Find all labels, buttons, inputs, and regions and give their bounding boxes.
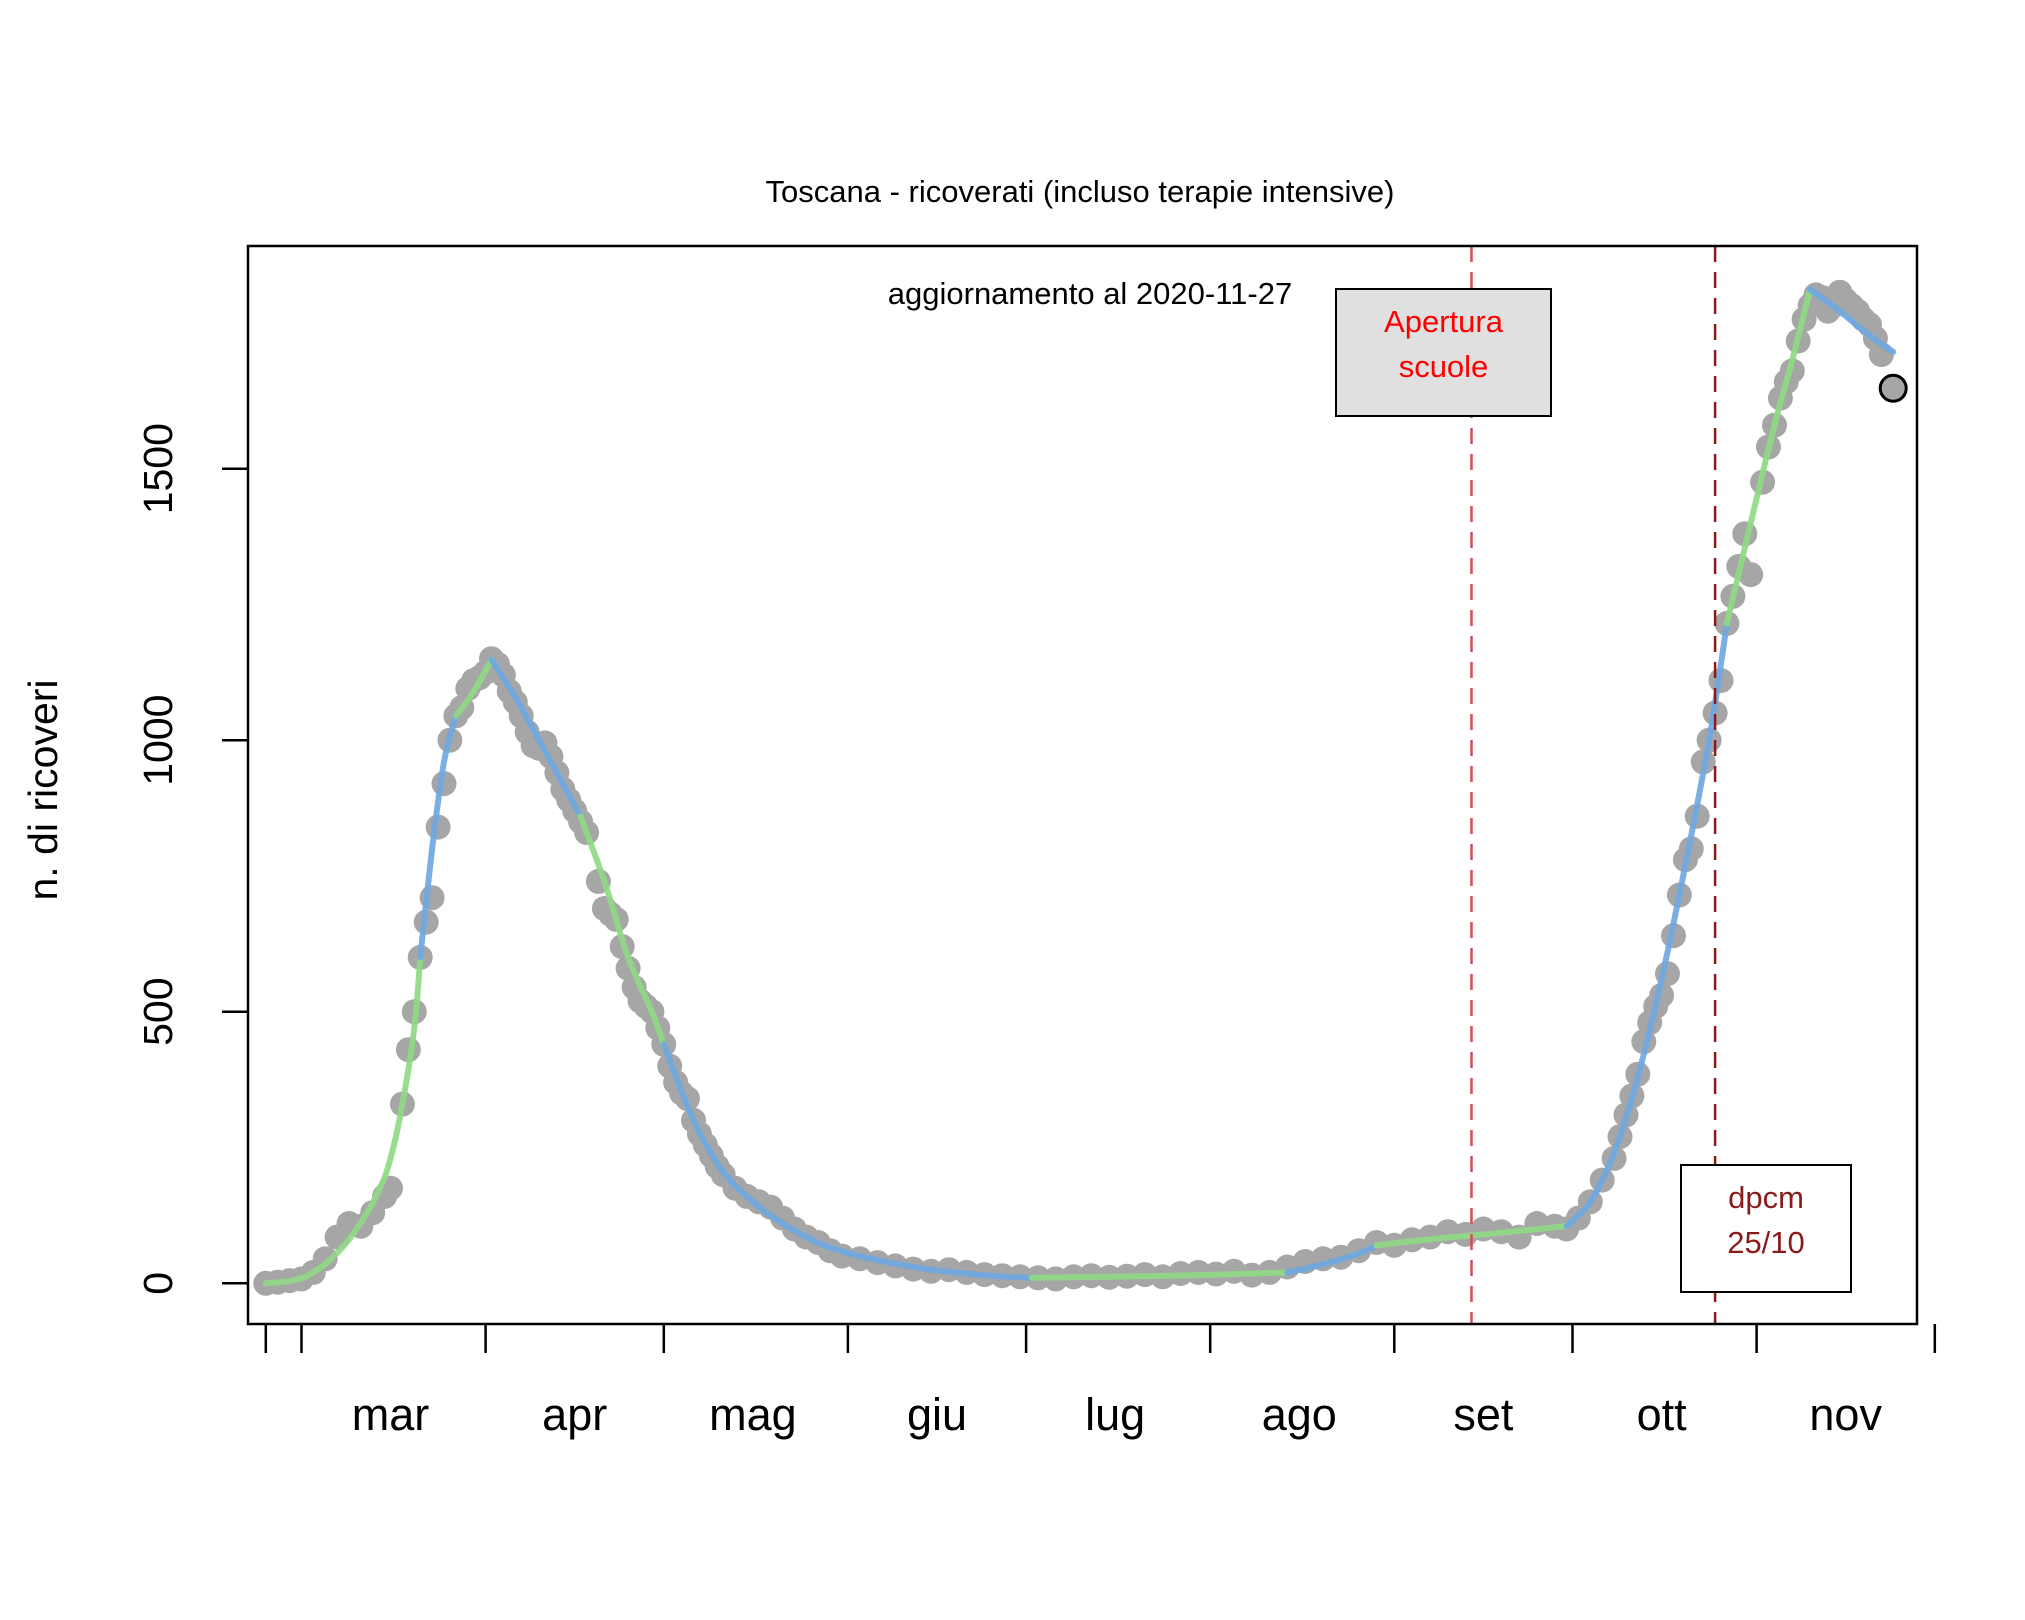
x-tick-label: mar [352, 1389, 430, 1440]
y-axis-label: n. di ricoveri [20, 679, 66, 900]
x-tick-label: mag [709, 1389, 797, 1440]
annotation-text: scuole [1399, 349, 1489, 384]
annotation-box [1335, 288, 1552, 417]
fit-line-segment [262, 954, 424, 1287]
chart-title: Toscana - ricoverati (incluso terapie in… [766, 174, 1395, 209]
y-tick-label: 1500 [135, 423, 181, 514]
y-tick-label: 500 [135, 977, 181, 1045]
latest-data-point [1878, 373, 1908, 403]
fit-line-segment [1723, 286, 1814, 627]
fit-line-segment [488, 656, 584, 820]
fit-line-segment [577, 813, 667, 1048]
x-tick-label: nov [1809, 1389, 1882, 1440]
x-tick-label: lug [1085, 1389, 1145, 1440]
fit-line-segment [660, 1041, 1035, 1281]
fit-line-segment [1563, 620, 1730, 1230]
fit-lines [262, 286, 1897, 1287]
annotation-text: Apertura [1384, 304, 1504, 339]
x-tick-label: giu [907, 1389, 967, 1440]
fit-line-segment [1373, 1223, 1570, 1249]
annotation-box [1680, 1164, 1852, 1293]
data-point [1738, 562, 1764, 588]
annotations: Apertura scuole dpcm 25/10 [1335, 246, 1852, 1324]
annotation-text: 25/10 [1727, 1225, 1805, 1260]
annotation-text: dpcm [1728, 1180, 1804, 1215]
x-tick-label: ott [1637, 1389, 1688, 1440]
y-tick-label: 1000 [135, 695, 181, 786]
x-tick-label: apr [542, 1389, 607, 1440]
plot-frame [246, 244, 1919, 1326]
axes: 0 500 1000 1500 mar apr mag giu lug ago set ott nov [135, 244, 1937, 1440]
fit-line-segment [1029, 1269, 1291, 1281]
y-tick-label: 0 [135, 1272, 181, 1295]
chart-subtitle: aggiornamento al 2020-11-27 [888, 276, 1292, 311]
x-tick-label: set [1453, 1389, 1514, 1440]
fit-line-segment [417, 712, 459, 961]
x-tick-label: ago [1262, 1389, 1337, 1440]
fit-line-segment [452, 656, 495, 719]
fit-line-segment [1807, 286, 1897, 355]
fit-line-segment [1284, 1242, 1380, 1276]
